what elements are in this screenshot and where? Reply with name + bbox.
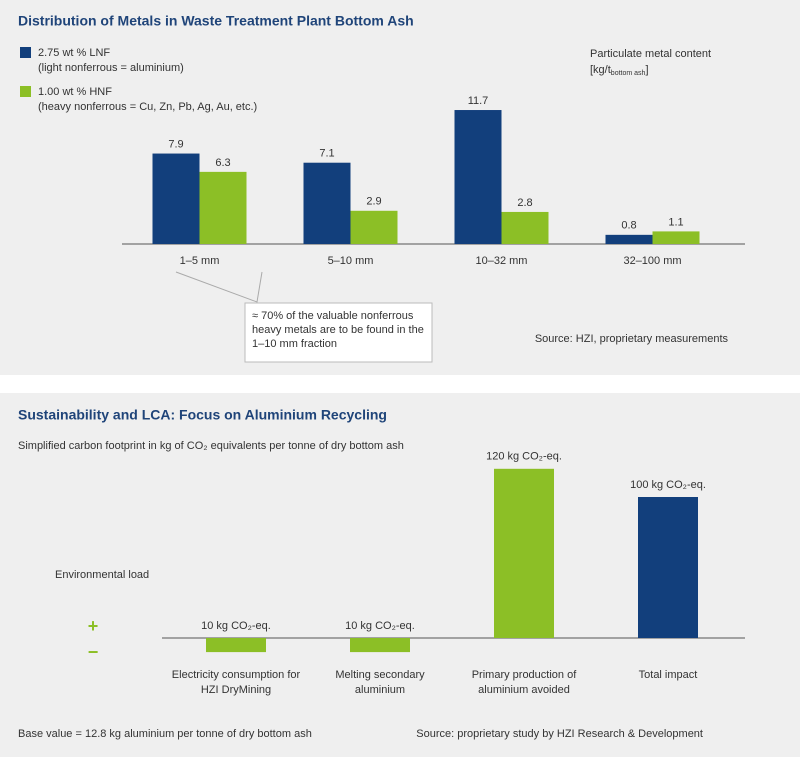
x-tick-label: 32–100 mm [623,255,682,267]
bar [350,638,410,653]
value-label: 120 kg CO₂-eq. [486,451,562,463]
bar [206,638,266,653]
unit: [kg/t [590,64,611,76]
value-label: 6.3 [215,157,230,169]
value-label: 7.1 [319,148,334,160]
chart-title: Sustainability and LCA: Focus on Alumini… [18,407,387,423]
bar [303,162,351,244]
x-tick-label: Electricity consumption for HZI DryMinin… [171,669,301,696]
bar [501,211,549,244]
legend-note: (heavy nonferrous = Cu, Zn, Pb, Ag, Au, … [38,101,257,113]
bar [199,171,247,244]
legend-label: 1.00 wt % HNF [38,86,112,98]
sign-minus: − [88,642,99,662]
value-label: 2.8 [517,197,532,209]
chart-title: Distribution of Metals in Waste Treatmen… [18,13,414,29]
legend-swatch [20,86,31,97]
legend-swatch [20,47,31,58]
source: Source: proprietary study by HZI Researc… [416,728,703,740]
unit: ] [645,64,648,76]
x-tick-label: Melting secondary aluminium [335,669,425,696]
bar [638,497,698,638]
x-tick-label: 5–10 mm [327,255,374,267]
legend-note: (light nonferrous = aluminium) [38,62,184,74]
value-label: 2.9 [366,196,381,208]
annotation: ≈ 70% of the valuable nonferrous heavy m… [252,310,424,350]
y-label: Environmental load [55,569,149,581]
value-label: 7.9 [168,138,183,150]
annotation-box [244,302,433,363]
subtitle: Simplified carbon footprint in kg of CO₂… [18,440,404,452]
value-label: 100 kg CO₂-eq. [630,479,706,491]
value-label: 11.7 [468,95,489,107]
value-label: 1.1 [668,216,683,228]
value-label: 0.8 [621,220,636,232]
y-unit: [kg/tbottom ash] [590,64,649,77]
legend-label: 2.75 wt % LNF [38,47,110,59]
pointer [175,271,263,303]
value-label: 10 kg CO₂-eq. [201,620,271,632]
bar [494,468,554,638]
x-tick-label: 10–32 mm [475,255,528,267]
value-label: 10 kg CO₂-eq. [345,620,415,632]
y-label: Particulate metal content [590,48,711,60]
unit-sub: bottom ash [611,70,646,77]
bar [152,153,200,244]
x-tick-label: Total impact [638,669,698,681]
x-tick-label: 1–5 mm [179,255,220,267]
bar [652,231,700,244]
note: Base value = 12.8 kg aluminium per tonne… [18,728,312,740]
bar [350,210,398,244]
source: Source: HZI, proprietary measurements [535,333,729,345]
x-tick-label: Primary production of aluminium avoided [471,669,577,696]
bar [605,234,653,244]
sign-plus: + [88,616,99,636]
bar [454,110,502,244]
